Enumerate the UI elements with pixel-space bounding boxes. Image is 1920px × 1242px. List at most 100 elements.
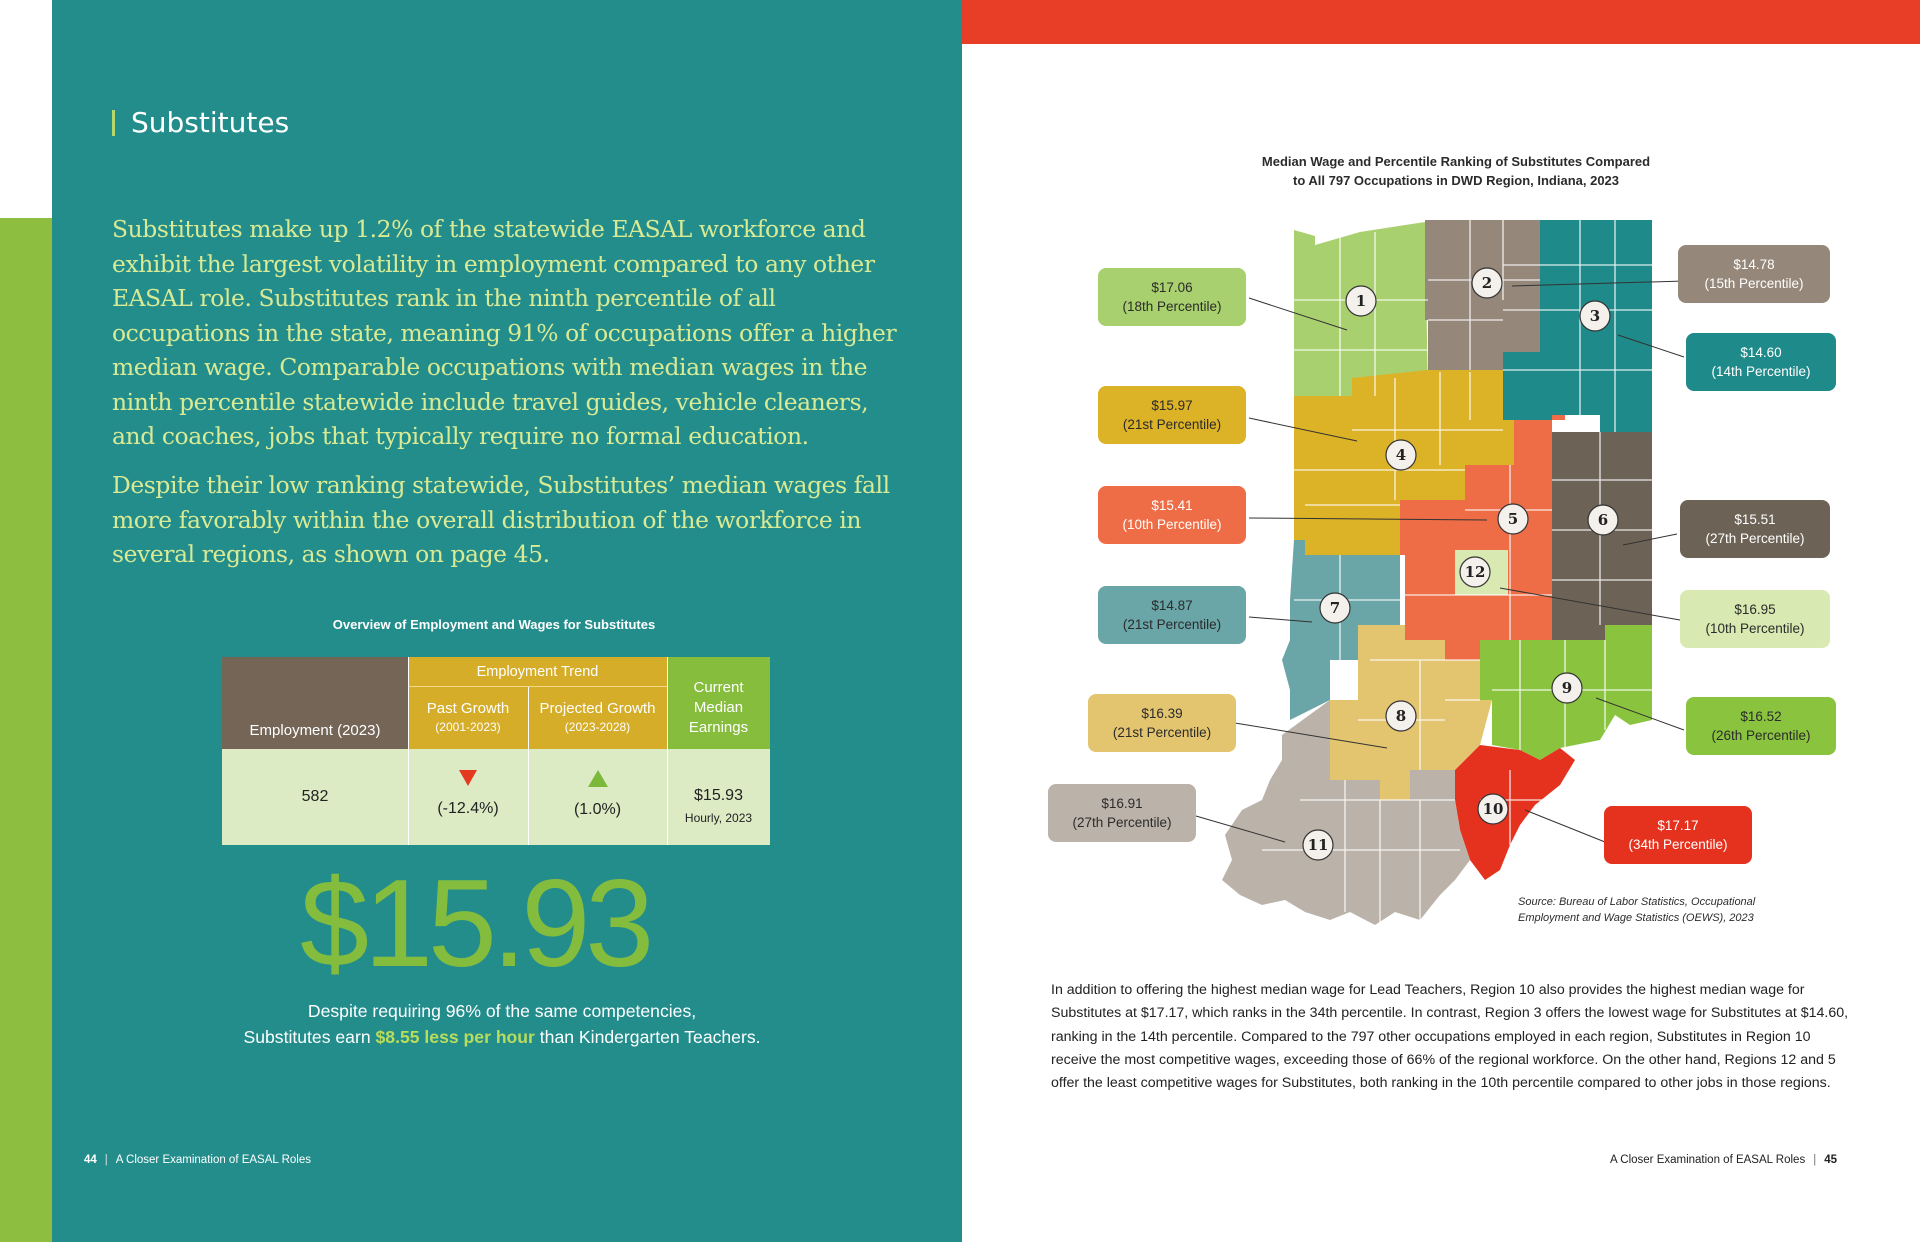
wage-label-percentile: (27th Percentile) (1705, 531, 1805, 546)
region-marker-number: 8 (1396, 707, 1406, 725)
region-marker-number: 1 (1356, 292, 1366, 310)
table-divider (408, 657, 409, 845)
source-line-2: Employment and Wage Statistics (OEWS), 2… (1518, 912, 1754, 924)
region-marker-number: 6 (1598, 511, 1608, 529)
wage-label-region-11: $16.91 (27th Percentile) (1048, 784, 1196, 842)
region-6-shape (1552, 432, 1652, 640)
region-marker-circle (1302, 829, 1334, 861)
down-arrow-icon (459, 770, 477, 786)
section-heading-text: Substitutes (131, 106, 290, 139)
leader-line-1 (1248, 297, 1348, 331)
header-employment-trend: Employment Trend (408, 657, 667, 687)
header-past-growth: Past Growth (2001-2023) (408, 687, 528, 749)
region-marker-7: 7 (1319, 592, 1351, 624)
left-footer: 44 | A Closer Examination of EASAL Roles (84, 1154, 311, 1166)
leader-line-3 (1617, 334, 1685, 358)
source-note: Source: Bureau of Labor Statistics, Occu… (1518, 894, 1755, 926)
region-marker-number: 10 (1483, 800, 1504, 818)
right-page-number: 45 (1824, 1154, 1837, 1166)
table-title: Overview of Employment and Wages for Sub… (332, 617, 656, 632)
wage-label-percentile: (14th Percentile) (1711, 364, 1811, 379)
region-marker-circle (1385, 700, 1417, 732)
region-7-shape (1282, 540, 1400, 720)
table-divider (528, 687, 529, 845)
wage-label-percentile: (21st Percentile) (1122, 417, 1222, 432)
region-11-shape (1222, 700, 1470, 925)
header-projected-label: Projected Growth (539, 700, 656, 717)
header-employment-label: Employment (2023) (249, 722, 381, 739)
wage-label-wage: $16.52 (1740, 709, 1782, 724)
body-paragraph: In addition to offering the highest medi… (1051, 982, 1849, 1092)
table-divider (667, 657, 668, 845)
wage-label-region-5: $15.41 (10th Percentile) (1098, 486, 1246, 544)
heading-accent-bar (112, 109, 115, 136)
map-title-line-1: Median Wage and Percentile Ranking of Su… (1261, 154, 1651, 169)
region-marker-number: 3 (1590, 307, 1600, 325)
caption-line-2: Substitutes earn $8.55 less per hour tha… (212, 1024, 792, 1050)
wage-label-region-7: $14.87 (21st Percentile) (1098, 586, 1246, 644)
region-10-shape (1455, 745, 1575, 880)
region-marker-number: 5 (1508, 510, 1518, 528)
intro-paragraph-1: Substitutes make up 1.2% of the statewid… (112, 215, 897, 450)
header-employment: Employment (2023) (222, 657, 408, 749)
header-projected-years: (2023-2028) (564, 720, 631, 734)
caption-pre: Substitutes earn (243, 1027, 376, 1047)
past-growth-value: (-12.4%) (437, 800, 499, 817)
intro-paragraph-2: Despite their low ranking statewide, Sub… (112, 471, 890, 568)
region-marker-circle (1459, 556, 1491, 588)
region-marker-number: 11 (1308, 836, 1329, 854)
region-marker-number: 12 (1465, 563, 1486, 581)
leader-line-9 (1595, 697, 1685, 731)
wage-label-region-1: $17.06 (18th Percentile) (1098, 268, 1246, 326)
region-marker-circle (1385, 439, 1417, 471)
wage-label-wage: $14.87 (1151, 598, 1193, 613)
map-title: Median Wage and Percentile Ranking of Su… (1196, 152, 1716, 190)
wage-label-percentile: (15th Percentile) (1704, 276, 1804, 291)
region-marker-circle (1579, 300, 1611, 332)
wage-label-percentile: (27th Percentile) (1072, 815, 1172, 830)
region-marker-4: 4 (1385, 439, 1417, 471)
wage-label-wage: $17.17 (1657, 818, 1699, 833)
region-marker-12: 12 (1459, 556, 1491, 588)
region-marker-number: 2 (1482, 274, 1492, 292)
leader-line-11 (1195, 815, 1286, 843)
region-marker-circle (1477, 793, 1509, 825)
region-marker-8: 8 (1385, 700, 1417, 732)
median-earnings-cell: $15.93 Hourly, 2023 (667, 749, 770, 845)
region-5-shape (1400, 415, 1565, 660)
leader-line-8 (1234, 722, 1388, 749)
wage-label-region-10: $17.17 (34th Percentile) (1604, 806, 1752, 864)
wage-label-region-2: $14.78 (15th Percentile) (1678, 245, 1830, 303)
leader-line-6 (1622, 533, 1678, 546)
projected-growth-cell: (1.0%) (528, 749, 667, 845)
big-median-wage: $15.93 (300, 855, 654, 993)
footer-separator: | (104, 1154, 108, 1166)
wage-label-wage: $15.41 (1151, 498, 1193, 513)
section-heading: Substitutes (112, 106, 289, 139)
wage-label-percentile: (26th Percentile) (1711, 728, 1811, 743)
wage-label-percentile: (21st Percentile) (1112, 725, 1212, 740)
employment-value-cell: 582 (222, 749, 408, 845)
wage-label-wage: $16.39 (1141, 706, 1183, 721)
region-marker-number: 7 (1330, 599, 1340, 617)
header-median-earnings: Current Median Earnings (667, 657, 770, 749)
footer-separator: | (1813, 1154, 1817, 1166)
left-page-number: 44 (84, 1154, 97, 1166)
region-marker-circle (1497, 503, 1529, 535)
leader-line-5 (1248, 517, 1488, 521)
wage-label-region-9: $16.52 (26th Percentile) (1686, 697, 1836, 755)
header-projected-growth: Projected Growth (2023-2028) (528, 687, 667, 749)
region-marker-circle (1471, 267, 1503, 299)
region-marker-1: 1 (1345, 285, 1377, 317)
wage-label-percentile: (10th Percentile) (1122, 517, 1222, 532)
region-marker-number: 9 (1562, 679, 1572, 697)
wage-label-wage: $16.95 (1734, 602, 1776, 617)
wage-label-region-8: $16.39 (21st Percentile) (1088, 694, 1236, 752)
region-marker-circle (1551, 672, 1583, 704)
header-past-label: Past Growth (426, 700, 510, 717)
wage-label-percentile: (18th Percentile) (1122, 299, 1222, 314)
region-marker-11: 11 (1302, 829, 1334, 861)
header-past-years: (2001-2023) (435, 720, 501, 734)
wage-label-region-4: $15.97 (21st Percentile) (1098, 386, 1246, 444)
right-footer: A Closer Examination of EASAL Roles | 45 (1610, 1154, 1837, 1166)
